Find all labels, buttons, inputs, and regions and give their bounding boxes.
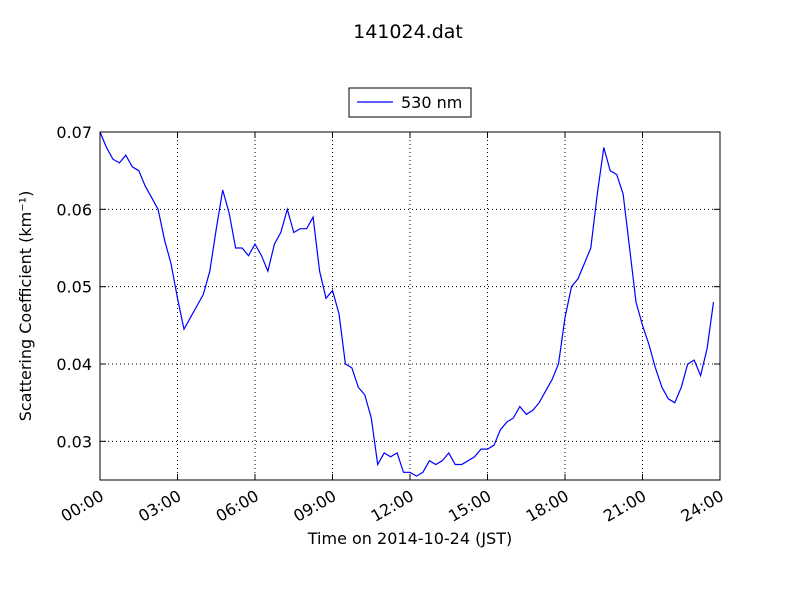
chart-title: 141024.dat [353, 21, 463, 43]
x-tick-label: 00:00 [58, 486, 107, 526]
y-axis-label: Scattering Coefficient (km⁻¹) [16, 191, 35, 422]
x-tick-label: 03:00 [135, 486, 184, 526]
x-tick-label: 12:00 [368, 486, 417, 526]
y-tick-label: 0.07 [56, 123, 92, 142]
y-tick-label: 0.04 [56, 355, 92, 374]
legend-label: 530 nm [401, 93, 462, 112]
y-tick-label: 0.06 [56, 200, 92, 219]
plot-frame [99, 131, 721, 481]
y-tick-label: 0.05 [56, 278, 92, 297]
x-tick-label: 06:00 [213, 486, 262, 526]
data-line [99, 131, 715, 477]
x-axis-label: Time on 2014-10-24 (JST) [307, 529, 512, 548]
x-tick-label: 24:00 [678, 486, 727, 526]
x-tick-label: 09:00 [290, 486, 339, 526]
x-tick-label: 21:00 [600, 486, 649, 526]
x-tick-label: 15:00 [445, 486, 494, 526]
x-tick-label: 18:00 [523, 486, 572, 526]
y-tick-label: 0.03 [56, 432, 92, 451]
